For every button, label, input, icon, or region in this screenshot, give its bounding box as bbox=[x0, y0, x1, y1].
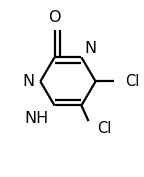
Text: N: N bbox=[84, 41, 96, 56]
Text: Cl: Cl bbox=[97, 121, 111, 136]
Text: N: N bbox=[23, 74, 35, 89]
Text: Cl: Cl bbox=[125, 74, 140, 89]
Text: O: O bbox=[48, 10, 61, 25]
Text: NH: NH bbox=[25, 111, 49, 126]
